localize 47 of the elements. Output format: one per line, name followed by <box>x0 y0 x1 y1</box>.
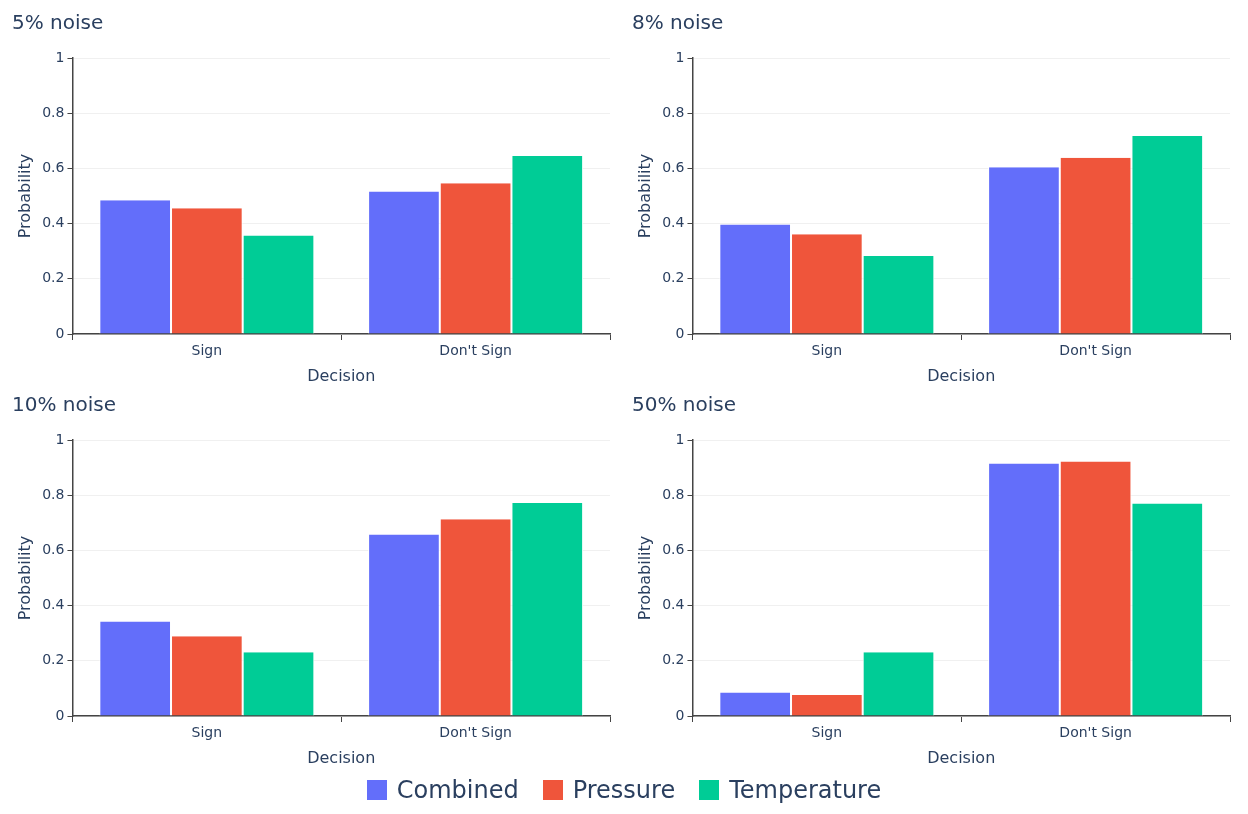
y-axis-title: Probability <box>14 535 34 621</box>
y-tick-label: 0.6 <box>662 541 685 558</box>
x-axis-title: Decision <box>927 747 996 767</box>
y-tick-label: 0.2 <box>662 269 685 286</box>
y-tick-label: 0.4 <box>42 596 65 613</box>
y-tick-label: 0 <box>675 706 685 723</box>
y-tick-label: 0.6 <box>662 159 685 176</box>
chart-title: 5% noise <box>12 10 104 35</box>
y-tick-label: 0 <box>675 324 685 341</box>
x-tick-label: Don't Sign <box>1059 724 1132 741</box>
y-tick-label: 0 <box>55 706 65 723</box>
y-tick-label: 1 <box>675 48 685 65</box>
y-tick-label: 1 <box>675 430 685 447</box>
x-axis-title: Decision <box>307 365 376 385</box>
legend-label: Pressure <box>572 776 676 804</box>
y-tick-label: 1 <box>55 48 65 65</box>
y-tick-label: 0.6 <box>42 159 65 176</box>
chart-title: 50% noise <box>632 392 737 417</box>
y-axis-title: Probability <box>14 153 34 239</box>
x-tick-label: Sign <box>191 342 223 359</box>
legend-label: Temperature <box>729 776 882 804</box>
y-tick-label: 0.4 <box>662 214 685 231</box>
x-tick-label: Sign <box>811 342 843 359</box>
x-tick-label: Don't Sign <box>439 342 512 359</box>
y-tick-label: 0.8 <box>662 103 685 120</box>
y-tick-label: 0.4 <box>662 596 685 613</box>
chart-title: 8% noise <box>632 10 724 35</box>
y-tick-label: 0 <box>55 324 65 341</box>
y-tick-label: 0.2 <box>662 651 685 668</box>
chart-title: 10% noise <box>12 392 117 417</box>
x-axis-title: Decision <box>927 365 996 385</box>
y-axis-title: Probability <box>634 153 654 239</box>
y-tick-label: 0.4 <box>42 214 65 231</box>
x-tick-label: Sign <box>191 724 223 741</box>
y-axis-title: Probability <box>634 535 654 621</box>
y-tick-label: 0.2 <box>42 269 65 286</box>
y-tick-label: 0.2 <box>42 651 65 668</box>
y-tick-label: 0.8 <box>42 103 65 120</box>
y-tick-label: 0.8 <box>42 485 65 502</box>
y-tick-label: 1 <box>55 430 65 447</box>
x-axis-title: Decision <box>307 747 376 767</box>
legend-label: Combined <box>396 776 519 804</box>
y-tick-label: 0.8 <box>662 485 685 502</box>
y-tick-label: 0.6 <box>42 541 65 558</box>
x-tick-label: Don't Sign <box>439 724 512 741</box>
x-tick-label: Sign <box>811 724 843 741</box>
x-tick-label: Don't Sign <box>1059 342 1132 359</box>
